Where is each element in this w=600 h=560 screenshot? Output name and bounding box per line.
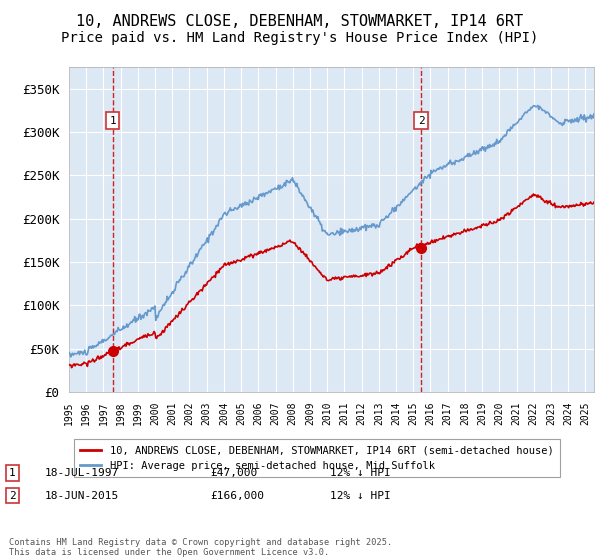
Text: £47,000: £47,000 xyxy=(210,468,257,478)
Legend: 10, ANDREWS CLOSE, DEBENHAM, STOWMARKET, IP14 6RT (semi-detached house), HPI: Av: 10, ANDREWS CLOSE, DEBENHAM, STOWMARKET,… xyxy=(74,440,560,477)
Text: Contains HM Land Registry data © Crown copyright and database right 2025.
This d: Contains HM Land Registry data © Crown c… xyxy=(9,538,392,557)
Text: £166,000: £166,000 xyxy=(210,491,264,501)
Text: 2: 2 xyxy=(418,116,425,126)
Text: 2: 2 xyxy=(9,491,16,501)
Text: Price paid vs. HM Land Registry's House Price Index (HPI): Price paid vs. HM Land Registry's House … xyxy=(61,31,539,45)
Text: 1: 1 xyxy=(109,116,116,126)
Text: 18-JUN-2015: 18-JUN-2015 xyxy=(45,491,119,501)
Text: 12% ↓ HPI: 12% ↓ HPI xyxy=(330,468,391,478)
Text: 18-JUL-1997: 18-JUL-1997 xyxy=(45,468,119,478)
Text: 1: 1 xyxy=(9,468,16,478)
Text: 10, ANDREWS CLOSE, DEBENHAM, STOWMARKET, IP14 6RT: 10, ANDREWS CLOSE, DEBENHAM, STOWMARKET,… xyxy=(76,14,524,29)
Text: 12% ↓ HPI: 12% ↓ HPI xyxy=(330,491,391,501)
